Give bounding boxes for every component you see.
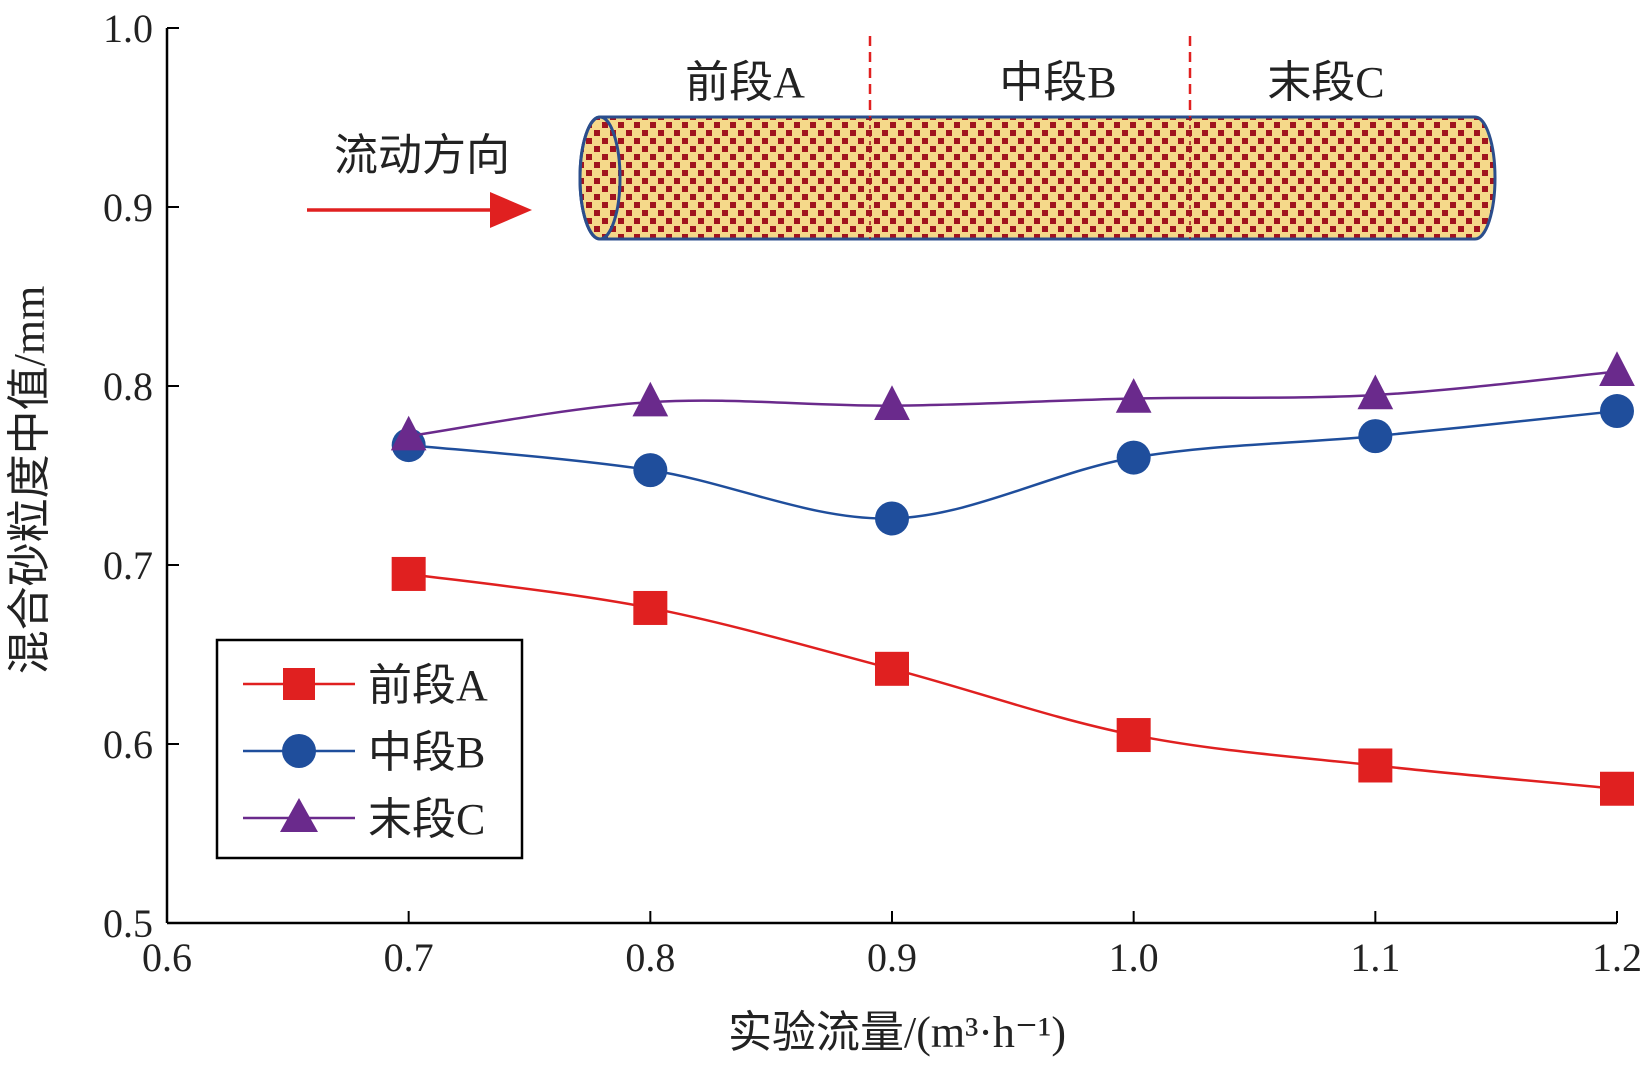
x-tick-label: 0.9 bbox=[867, 935, 917, 980]
legend-marker-c bbox=[280, 798, 318, 832]
series-layer bbox=[390, 351, 1635, 806]
data-point bbox=[1116, 440, 1151, 475]
legend-label-b: 中段B bbox=[368, 728, 485, 777]
data-point bbox=[1115, 378, 1152, 413]
y-tick-label: 0.7 bbox=[103, 543, 153, 588]
x-tick-label: 0.6 bbox=[142, 935, 192, 980]
x-axis-title: 实验流量/(m³·h⁻¹) bbox=[728, 1008, 1066, 1057]
y-axis-title: 混合砂粒度中值/mm bbox=[5, 286, 54, 675]
data-point bbox=[1358, 748, 1393, 783]
pipe-inset: 前段A 中段B 末段C 流动方向 bbox=[307, 36, 1497, 241]
series-line-c bbox=[408, 370, 1618, 438]
series-b bbox=[391, 394, 1634, 536]
series-a bbox=[391, 556, 1634, 806]
pipe-inlet-opening bbox=[578, 115, 622, 241]
series-line-a bbox=[408, 572, 1618, 790]
segment-label-c: 末段C bbox=[1267, 58, 1384, 107]
y-tick-label: 0.6 bbox=[103, 722, 153, 767]
x-tick-label: 0.7 bbox=[384, 935, 434, 980]
x-tick-label: 1.2 bbox=[1592, 935, 1642, 980]
data-point bbox=[1600, 394, 1634, 429]
legend-label-a: 前段A bbox=[368, 661, 488, 710]
data-point bbox=[874, 385, 910, 420]
legend-item-c: 末段C bbox=[243, 795, 485, 844]
x-tick-label: 0.8 bbox=[625, 935, 675, 980]
y-tick-label: 0.9 bbox=[103, 185, 153, 230]
data-point bbox=[1358, 419, 1393, 454]
segment-label-b: 中段B bbox=[999, 58, 1116, 107]
legend-marker-b bbox=[282, 734, 316, 768]
series-c bbox=[390, 351, 1635, 451]
data-point bbox=[875, 501, 909, 536]
legend-marker-a bbox=[283, 668, 315, 700]
data-point bbox=[633, 590, 668, 625]
data-point bbox=[1600, 771, 1634, 806]
legend-item-b: 中段B bbox=[243, 728, 485, 777]
flow-direction-label: 流动方向 bbox=[334, 131, 510, 180]
y-tick-label: 0.8 bbox=[103, 364, 153, 409]
data-point bbox=[391, 556, 426, 591]
data-point bbox=[1599, 351, 1635, 386]
data-point bbox=[1116, 718, 1151, 753]
data-point bbox=[1357, 374, 1394, 410]
y-tick-label: 0.5 bbox=[103, 901, 153, 946]
legend: 前段A 中段B 末段C bbox=[215, 638, 524, 860]
series-line-b bbox=[408, 409, 1618, 520]
segment-label-a: 前段A bbox=[685, 58, 805, 107]
flow-arrow-head bbox=[490, 192, 532, 228]
x-ticks: 0.6 0.7 0.8 0.9 1.0 1.1 1.2 bbox=[142, 911, 1642, 980]
data-point bbox=[632, 381, 669, 417]
data-point bbox=[390, 415, 427, 451]
pipe bbox=[580, 117, 1495, 239]
y-ticks: 0.5 0.6 0.7 0.8 0.9 1.0 bbox=[103, 6, 179, 946]
x-tick-label: 1.1 bbox=[1350, 935, 1400, 980]
y-tick-label: 1.0 bbox=[103, 6, 153, 51]
x-tick-label: 1.0 bbox=[1109, 935, 1159, 980]
legend-label-c: 末段C bbox=[368, 795, 485, 844]
legend-item-a: 前段A bbox=[243, 661, 488, 710]
legend-box bbox=[215, 638, 524, 860]
data-point bbox=[633, 453, 668, 488]
pipe-body bbox=[580, 117, 1495, 239]
data-point bbox=[875, 651, 909, 686]
